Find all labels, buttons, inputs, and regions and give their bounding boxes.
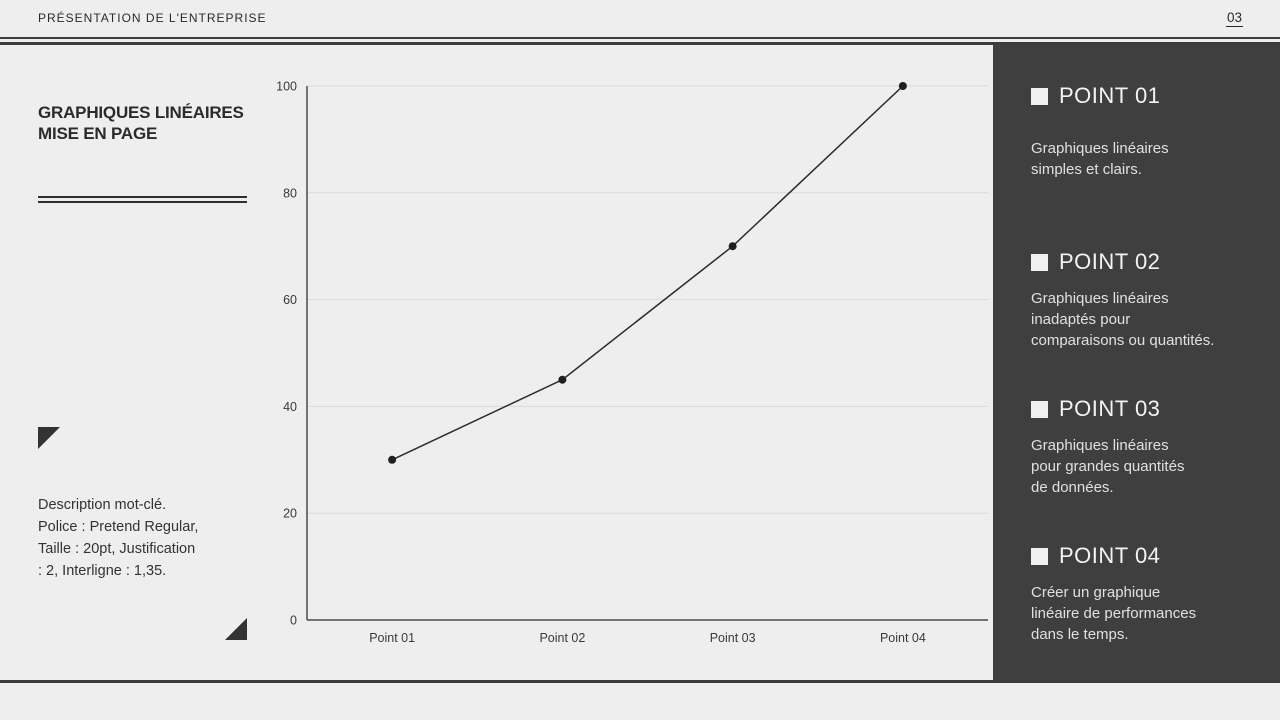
sidebar-item-label: POINT 02 (1059, 249, 1161, 274)
top-rule-lower (0, 42, 1280, 45)
line-chart: 0 20 40 60 80 100 Point 01 Point 02 Point 03 Poin… (276, 80, 988, 645)
data-point (388, 455, 397, 464)
sidebar-item-description: Graphiques linéaires pour grandes quantit… (1031, 437, 1185, 496)
square-bullet-icon (1031, 87, 1048, 105)
data-point (728, 242, 737, 251)
x-tick-label: Point 01 (369, 631, 415, 645)
y-tick-label: 40 (283, 400, 297, 414)
title-rule-lower (38, 201, 247, 203)
data-line (391, 85, 904, 461)
y-tick-label: 100 (276, 80, 297, 94)
header: PRÉSENTATION DE L'ENTREPRISE 03 (0, 0, 1280, 36)
page-number: 03 (1225, 9, 1243, 27)
sidebar-item-heading: POINT 01 (1031, 82, 1246, 110)
triangle-decoration-icon (38, 427, 60, 449)
slide-title: GRAPHIQUES LINÉAIRES MISE EN PAGE (38, 102, 244, 144)
sidebar-item-point-01: POINT 01 Graphiques linéaires simples et … (1031, 82, 1246, 180)
sidebar-item-description: Créer un graphique linéaire de performanc… (1031, 584, 1197, 643)
slide-title-line-1: GRAPHIQUES LINÉAIRES (38, 103, 244, 122)
y-tick-label: 80 (283, 186, 297, 200)
x-tick-label: Point 03 (710, 631, 756, 645)
sidebar-item-heading: POINT 04 (1031, 542, 1246, 570)
square-bullet-icon (1031, 547, 1048, 565)
sidebar-item-description: Graphiques linéaires inadaptés pour compar… (1031, 290, 1215, 349)
description-text: Description mot-clé. Police : Pretend Reg… (38, 497, 199, 579)
data-point (558, 375, 567, 384)
sidebar-item-heading: POINT 02 (1031, 248, 1246, 276)
y-tick-label: 20 (283, 507, 297, 521)
sidebar-item-description: Graphiques linéaires simples et clairs. (1031, 140, 1169, 178)
sidebar-item-point-02: POINT 02 Graphiques linéaires inadaptés p… (1031, 248, 1246, 351)
sidebar-item-point-04: POINT 04 Créer un graphique linéaire de p… (1031, 542, 1246, 645)
y-tick-label: 60 (283, 293, 297, 307)
sidebar-item-label: POINT 03 (1059, 396, 1161, 421)
bottom-rule (0, 680, 1280, 683)
data-point (898, 82, 907, 90)
square-bullet-icon (1031, 400, 1048, 418)
sidebar-item-point-03: POINT 03 Graphiques linéaires pour grande… (1031, 395, 1246, 498)
triangle-decoration-icon (225, 618, 247, 640)
x-tick-label: Point 04 (880, 631, 926, 645)
square-bullet-icon (1031, 253, 1048, 271)
title-rule-upper (38, 196, 247, 198)
y-tick-label: 0 (290, 614, 297, 628)
top-rule-upper (0, 37, 1280, 39)
sidebar-item-label: POINT 04 (1059, 543, 1161, 568)
header-title: PRÉSENTATION DE L'ENTREPRISE (38, 11, 267, 25)
sidebar-item-heading: POINT 03 (1031, 395, 1246, 423)
sidebar: POINT 01 Graphiques linéaires simples et … (993, 45, 1280, 681)
sidebar-item-label: POINT 01 (1059, 83, 1161, 108)
x-tick-label: Point 02 (539, 631, 585, 645)
slide-title-line-2: MISE EN PAGE (38, 124, 158, 143)
